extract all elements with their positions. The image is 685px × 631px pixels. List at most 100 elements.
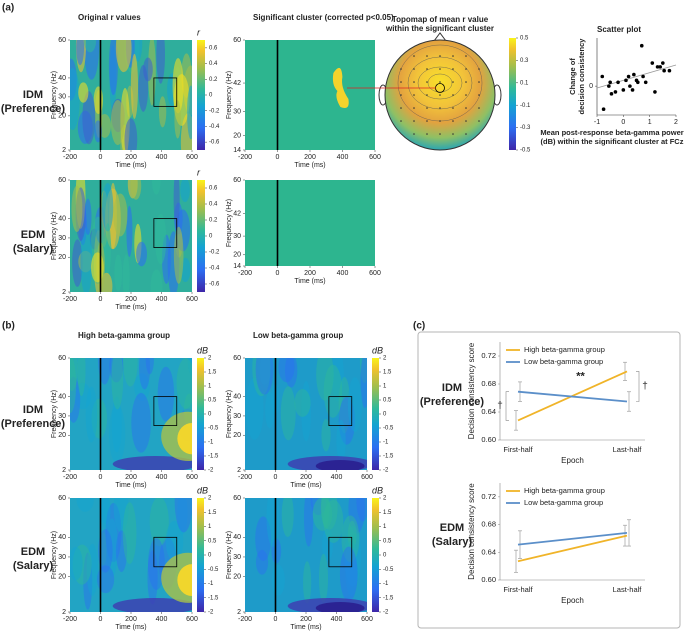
y-tick-label: 42 (233, 80, 241, 87)
y-tick-label: 60 (58, 495, 66, 502)
scatter-point (653, 90, 657, 94)
scatter-point (643, 80, 648, 85)
heatmap-blob (113, 498, 129, 533)
chart-title: Significant cluster (corrected p<0.05) (253, 13, 394, 22)
heatmap-blob (152, 180, 161, 195)
electrode (452, 55, 454, 57)
y-tick-label: 40 (58, 393, 66, 400)
heatmap-blob (84, 198, 92, 236)
colorbar-tick-label: -1 (383, 440, 389, 446)
y-axis-label: Frequency (Hz) (51, 71, 58, 119)
colorbar-tick-label: 1.5 (383, 370, 392, 376)
heatmap-blob (115, 530, 128, 573)
heatmap-blob (312, 498, 333, 531)
colorbar-tick-label: 0.1 (520, 80, 529, 86)
heatmap-blob (136, 241, 148, 267)
scatter-point (624, 78, 628, 83)
heatmap-blob (155, 213, 167, 265)
x-axis-label: Time (ms) (290, 482, 321, 489)
colorbar-tick-label: 1 (208, 384, 212, 390)
heatmap-blob (318, 553, 329, 603)
y-tick-label: 2 (237, 467, 241, 474)
y-tick-label: 30 (233, 554, 241, 561)
heatmap-blob (176, 358, 192, 409)
heatmap-blob (111, 396, 122, 453)
electrode (413, 68, 415, 70)
scatter-point (608, 80, 612, 85)
colorbar-tick-label: 0.4 (209, 61, 218, 67)
colorbar-tick-label: 0 (209, 234, 213, 240)
colorbar-tick-label: -0.5 (520, 148, 531, 154)
heatmap-blob (80, 226, 93, 292)
heatmap-blob (126, 205, 133, 257)
y-tick-label: 2 (62, 609, 66, 616)
colorbar-tick-label: -1.5 (208, 454, 219, 460)
x-tick-label: 1 (648, 119, 652, 126)
colorbar-tick-label: -2 (208, 610, 214, 616)
row-label: (Preference) (1, 418, 66, 430)
y-tick-label: 0.72 (481, 492, 496, 501)
y-tick-label: 20 (233, 432, 241, 439)
legend-label: Low beta-gamma group (524, 498, 603, 507)
heatmap-blob (315, 602, 365, 612)
heatmap-blob (301, 380, 312, 442)
y-axis-label: Frequency (Hz) (226, 199, 233, 247)
heatmap-blob (173, 180, 180, 230)
electrode (413, 55, 415, 57)
heatmap-image (245, 498, 367, 612)
y-tick-label: 0.68 (481, 379, 496, 388)
panel-label: (b) (2, 321, 15, 332)
y-tick-label: 0.68 (481, 520, 496, 529)
scatter-point (661, 61, 665, 65)
electrode (439, 94, 441, 96)
colorbar (197, 498, 204, 612)
x-axis-label: (dB) within the significant cluster at F… (541, 137, 684, 146)
electrode (478, 81, 480, 83)
electrode (465, 120, 467, 122)
x-tick-label: -200 (238, 616, 252, 623)
x-tick-label: 200 (304, 270, 316, 277)
chart-title: Scatter plot (597, 25, 641, 34)
row-label: EDM (21, 229, 45, 241)
heatmap-blob (138, 64, 149, 112)
heatmap-blob (70, 546, 83, 581)
heatmap-blob (131, 392, 151, 453)
scatter-point (609, 92, 614, 96)
y-axis-label: Change of (568, 58, 577, 95)
y-tick-label: 60 (233, 177, 241, 184)
electrode (400, 94, 402, 96)
row-label: (Salary) (432, 536, 473, 548)
heatmap-blob (70, 358, 77, 414)
electrode (452, 120, 454, 122)
heatmap-blob (339, 546, 358, 602)
heatmap-blob (177, 564, 192, 597)
x-axis-label: Time (ms) (115, 162, 146, 169)
heatmap-blob (321, 418, 331, 452)
x-tick-label: 0 (99, 474, 103, 481)
heatmap-blob (158, 96, 167, 128)
electrode (426, 107, 428, 109)
x-tick-label: -200 (63, 154, 77, 161)
heatmap-blob (122, 358, 138, 387)
heatmap-blob (280, 386, 296, 441)
heatmap-blob (345, 540, 358, 597)
heatmap-blob (124, 118, 138, 150)
electrode (413, 120, 415, 122)
heatmap-blob (265, 391, 275, 429)
heatmap-blob (82, 91, 96, 145)
heatmap-blob (97, 565, 115, 594)
y-tick-label: 0.60 (481, 575, 496, 584)
colorbar-tick-label: -0.6 (209, 140, 220, 146)
heatmap-blob (104, 223, 112, 275)
electrode (439, 55, 441, 57)
colorbar-tick-label: -1 (208, 440, 214, 446)
colorbar-label: r (197, 167, 201, 177)
error-bar (514, 549, 518, 573)
error-bar (514, 410, 518, 431)
trend-line (596, 64, 677, 89)
x-tick-label: 0 (99, 296, 103, 303)
y-tick-label: 40 (58, 534, 66, 541)
electrode (400, 120, 402, 122)
colorbar-tick-label: 0.5 (208, 398, 217, 404)
heatmap-blob (284, 358, 298, 388)
